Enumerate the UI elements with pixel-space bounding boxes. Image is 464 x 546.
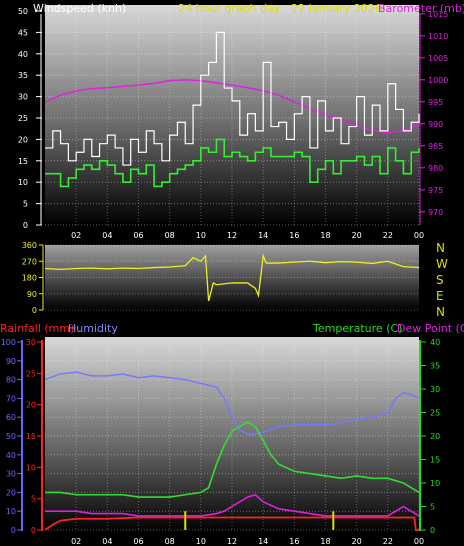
wind-y-tick-label: 20	[18, 135, 28, 144]
humidity-y-tick-label: 10	[6, 507, 16, 516]
rain-y-tick-label: 25	[26, 369, 36, 378]
temp-y-tick-label: 25	[430, 409, 440, 418]
baro-y-tick-label: 970	[428, 208, 443, 217]
humidity-line	[44, 371, 420, 435]
wind-x-tick-label: 10	[196, 231, 206, 240]
temp-y-tick-label: 10	[430, 479, 440, 488]
wind-x-tick-label: 22	[383, 231, 393, 240]
wind-avg-line	[45, 138, 420, 188]
baro-y-tick-label: 1010	[428, 32, 448, 41]
wind-y-tick-label: 15	[18, 157, 28, 166]
wind-x-tick-label: 18	[320, 231, 330, 240]
rain-y-tick-label: 0	[31, 526, 36, 535]
temp-y-tick-label: 35	[430, 362, 440, 371]
compass-w: W	[436, 257, 448, 271]
baro-axis-label: Barometer (mb)	[378, 2, 464, 15]
climate-x-tick-label: 06	[133, 537, 143, 546]
wind-x-tick-label: 06	[133, 231, 143, 240]
dir-y-tick-label: 0	[32, 306, 37, 315]
wind-direction-line	[44, 253, 420, 302]
climate-x-tick-label: 14	[258, 537, 268, 546]
wind-y-tick-label: 25	[18, 114, 28, 123]
wind-y-tick-label: 30	[18, 93, 28, 102]
temp-y-tick-label: 15	[430, 456, 440, 465]
rainfall-axis-label: Rainfall (mm)	[0, 322, 74, 335]
wind-x-tick-label: 00	[414, 231, 424, 240]
humidity-y-tick-label: 100	[1, 338, 16, 347]
wind-x-tick-label: 20	[352, 231, 362, 240]
wind-y-tick-label: 50	[18, 7, 28, 16]
dewpoint-line	[45, 493, 420, 517]
temp-y-tick-label: 5	[430, 503, 435, 512]
temp-y-tick-label: 0	[430, 526, 435, 535]
dir-y-tick-label: 180	[22, 274, 37, 283]
compass-s: S	[436, 273, 444, 287]
climate-x-tick-label: 20	[352, 537, 362, 546]
rainfall-line	[44, 516, 419, 531]
wind-gust-line	[45, 31, 420, 166]
compass-n-bottom: N	[436, 305, 445, 319]
dir-y-tick-label: 360	[22, 241, 37, 250]
dir-y-tick-label: 90	[27, 290, 37, 299]
rain-y-tick-label: 5	[31, 495, 36, 504]
wind-y-tick-label: 5	[23, 200, 28, 209]
climate-x-tick-label: 10	[196, 537, 206, 546]
climate-x-tick-label: 02	[71, 537, 81, 546]
climate-x-tick-label: 18	[320, 537, 330, 546]
wind-y-tick-label: 10	[18, 178, 28, 187]
wind-x-tick-label: 04	[102, 231, 112, 240]
humidity-y-tick-label: 0	[11, 526, 16, 535]
wind-y-tick-label: 35	[18, 71, 28, 80]
humidity-y-tick-label: 20	[6, 488, 16, 497]
humidity-y-tick-label: 40	[6, 451, 16, 460]
wind-x-tick-label: 14	[258, 231, 268, 240]
baro-y-tick-label: 995	[428, 98, 443, 107]
humidity-y-tick-label: 60	[6, 413, 16, 422]
humidity-y-tick-label: 80	[6, 376, 16, 385]
humidity-y-tick-label: 70	[6, 394, 16, 403]
climate-x-tick-label: 00	[414, 537, 424, 546]
wind-y-tick-label: 40	[18, 50, 28, 59]
climate-x-tick-label: 12	[227, 537, 237, 546]
wind-x-tick-label: 16	[289, 231, 299, 240]
baro-y-tick-label: 980	[428, 164, 443, 173]
wind-y-tick-label: 0	[23, 221, 28, 230]
humidity-axis-label: Humidity	[68, 322, 118, 335]
climate-x-tick-label: 22	[383, 537, 393, 546]
climate-x-tick-label: 08	[165, 537, 175, 546]
baro-y-tick-label: 1005	[428, 54, 448, 63]
baro-y-tick-label: 1000	[428, 76, 448, 85]
climate-x-tick-label: 16	[289, 537, 299, 546]
humidity-y-tick-label: 30	[6, 470, 16, 479]
rain-y-tick-label: 20	[26, 401, 36, 410]
climate-plot-area	[45, 337, 419, 532]
temperature-axis-label: Temperature (C)	[312, 322, 402, 335]
dir-y-tick-label: 270	[22, 257, 37, 266]
compass-n-top: N	[436, 241, 445, 255]
wind-y-tick-label: 45	[18, 28, 28, 37]
humidity-y-tick-label: 50	[6, 432, 16, 441]
dewpoint-axis-label: Dew Point (C)	[397, 322, 464, 335]
wind-x-tick-label: 08	[165, 231, 175, 240]
rain-y-tick-label: 15	[26, 432, 36, 441]
temp-y-tick-label: 30	[430, 385, 440, 394]
baro-y-tick-label: 975	[428, 186, 443, 195]
wind-x-tick-label: 02	[71, 231, 81, 240]
direction-plot-area	[45, 245, 419, 310]
compass-e: E	[436, 289, 444, 303]
baro-y-tick-label: 985	[428, 142, 443, 151]
humidity-y-tick-label: 90	[6, 357, 16, 366]
rain-y-tick-label: 30	[26, 338, 36, 347]
temp-y-tick-label: 40	[430, 338, 440, 347]
wind-axis-label: Windspeed (knh)	[33, 2, 126, 15]
baro-y-tick-label: 990	[428, 120, 443, 129]
wind-x-tick-label: 12	[227, 231, 237, 240]
chart-title: 24 hour graph day : 22 January 2026	[178, 2, 382, 15]
rain-y-tick-label: 10	[26, 463, 36, 472]
temperature-line	[45, 420, 420, 498]
temp-y-tick-label: 20	[430, 432, 440, 441]
baro-y-tick-label: 1015	[428, 10, 448, 19]
climate-x-tick-label: 04	[102, 537, 112, 546]
